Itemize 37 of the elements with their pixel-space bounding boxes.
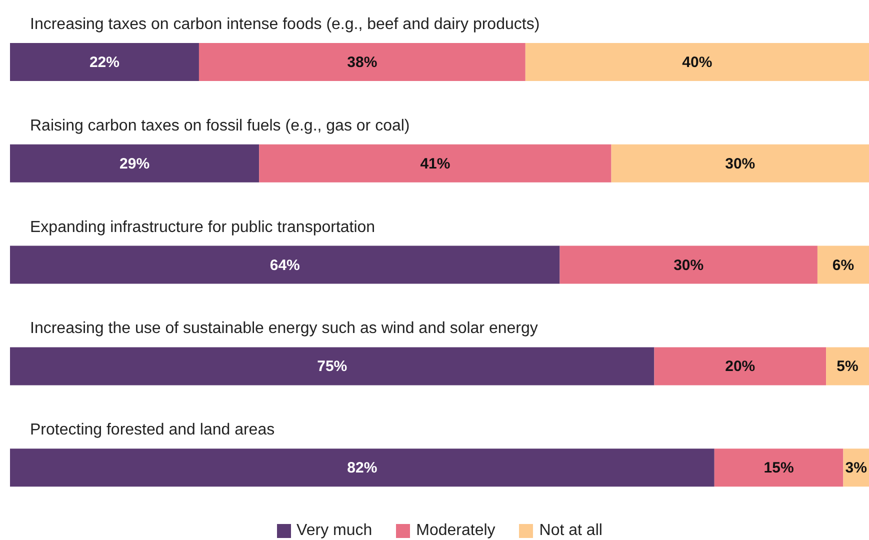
data-label: 3%: [845, 460, 867, 477]
bar: [10, 448, 714, 487]
y-tick-label: Raising carbon taxes on fossil fuels (e.g., gas or coal): [30, 117, 410, 134]
legend-label: Very much: [296, 522, 372, 540]
bar: [525, 43, 869, 81]
bar: [826, 347, 869, 386]
bar: [259, 144, 612, 182]
data-label: 64%: [270, 256, 300, 274]
legend-label: Not at all: [539, 522, 602, 540]
data-label: 30%: [674, 256, 704, 274]
data-label: 6%: [832, 256, 854, 274]
data-label: 29%: [120, 155, 150, 172]
bar: [654, 347, 826, 386]
legend-label: Moderately: [416, 522, 496, 540]
bar: [714, 448, 844, 487]
data-label: 38%: [347, 54, 378, 71]
y-tick-label: Increasing taxes on carbon intense foods (e.g., beef and dairy products): [30, 16, 540, 33]
bar: [10, 144, 260, 182]
y-tick-label: Increasing the use of sustainable energy such as wind and solar energy: [30, 320, 538, 338]
data-label: 75%: [317, 358, 348, 376]
data-label: 40%: [682, 54, 712, 71]
bar: [611, 144, 869, 182]
bar: [10, 246, 560, 284]
data-label: 41%: [420, 155, 450, 172]
data-label: 5%: [836, 358, 858, 376]
data-label: 82%: [347, 460, 378, 477]
bar: [10, 347, 654, 386]
y-tick-label: Expanding infrastructure for public transportation: [30, 218, 376, 236]
bar: [10, 43, 199, 81]
data-label: 20%: [725, 358, 756, 376]
data-label: 30%: [725, 155, 756, 172]
bar: [198, 43, 526, 81]
bar: [560, 246, 818, 284]
bar: [817, 246, 869, 284]
y-tick-label: Protecting forested and land areas: [30, 422, 275, 439]
data-label: 22%: [89, 54, 120, 71]
data-label: 15%: [764, 460, 794, 477]
